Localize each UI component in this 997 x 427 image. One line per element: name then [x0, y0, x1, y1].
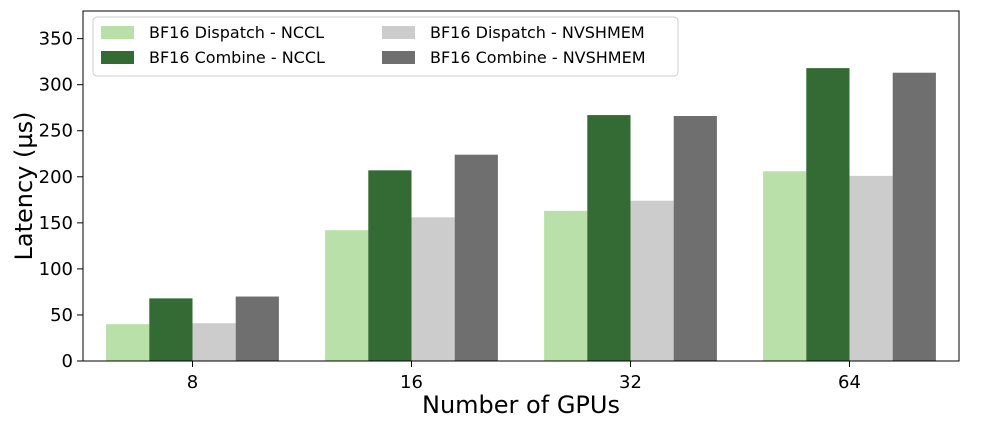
legend-label: BF16 Combine - NVSHMEM — [430, 48, 646, 67]
x-tick-label: 64 — [838, 372, 861, 393]
x-axis-label: Number of GPUs — [422, 391, 620, 419]
y-tick-label: 350 — [39, 29, 73, 50]
x-tick-label: 8 — [187, 372, 198, 393]
bar-1-8 — [106, 324, 150, 361]
x-axis: 8 16 32 64 — [187, 361, 861, 393]
legend-label: BF16 Dispatch - NVSHMEM — [430, 23, 645, 42]
legend-label: BF16 Dispatch - NCCL — [149, 23, 324, 42]
bar-2-16 — [368, 170, 412, 361]
y-axis: 0 50 100 150 200 250 300 350 — [39, 29, 83, 372]
bar-2-8 — [149, 298, 193, 361]
legend: BF16 Dispatch - NCCL BF16 Combine - NCCL B… — [92, 16, 679, 77]
bar-2-32 — [587, 115, 631, 361]
legend-swatch — [382, 26, 415, 39]
y-tick-label: 150 — [39, 213, 73, 234]
legend-swatch — [101, 26, 134, 39]
y-tick-label: 200 — [39, 167, 73, 188]
plot-frame — [82, 10, 960, 362]
legend-label: BF16 Combine - NCCL — [149, 48, 325, 67]
bar-2-64 — [806, 68, 850, 362]
legend-swatch — [101, 51, 134, 64]
bar-4-8 — [235, 296, 279, 361]
legend-swatch — [382, 51, 415, 64]
bars-layer — [106, 68, 936, 362]
y-tick-label: 300 — [39, 75, 73, 96]
bar-4-16 — [454, 154, 498, 361]
bar-3-16 — [411, 217, 455, 361]
x-tick-label: 16 — [400, 372, 423, 393]
y-tick-label: 100 — [39, 259, 73, 280]
bar-3-32 — [630, 200, 674, 361]
y-tick-label: 50 — [50, 305, 73, 326]
bar-3-8 — [192, 323, 236, 361]
bar-3-64 — [849, 175, 893, 361]
bar-4-32 — [673, 116, 717, 361]
bar-1-16 — [325, 230, 369, 361]
legend-box — [92, 16, 679, 77]
y-tick-label: 0 — [62, 351, 73, 372]
bar-1-64 — [763, 171, 807, 361]
y-tick-label: 250 — [39, 121, 73, 142]
x-tick-label: 32 — [619, 372, 642, 393]
bar-4-64 — [892, 72, 936, 362]
bar-1-32 — [544, 210, 588, 361]
y-axis-label: Latency (µs) — [10, 112, 38, 261]
